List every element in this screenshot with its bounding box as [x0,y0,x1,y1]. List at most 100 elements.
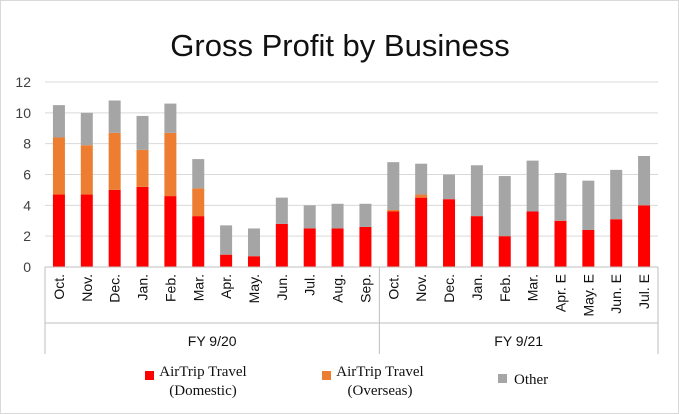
bar-segment-series-0 [164,196,177,267]
chart-title: Gross Profit by Business [170,28,509,63]
legend-swatch [145,371,154,380]
bar-segment-series-0 [387,211,400,267]
legend-label: (Overseas) [348,383,413,399]
y-tick-label: 6 [23,167,31,183]
x-category-label: Jul. E [636,274,652,309]
bar-segment-series-0 [52,194,65,267]
x-category-label: Oct. [385,274,401,300]
x-category-label: Jul. [302,274,318,296]
bar-segment-series-2 [220,225,233,255]
y-tick-label: 12 [15,74,31,90]
bar-segment-series-2 [498,176,511,237]
bar-segment-series-0 [638,205,651,267]
bar-segment-series-2 [275,197,288,224]
x-axis [44,266,659,354]
bar-segment-series-2 [443,174,456,200]
bar-segment-series-1 [80,145,93,195]
bar-segment-series-2 [387,162,400,210]
bar-segment-series-0 [80,194,93,267]
x-category-label: Jun. E [608,274,624,314]
bar-segment-series-0 [192,216,205,267]
bar-segment-series-1 [136,149,149,187]
bar-segment-series-0 [526,211,539,267]
bar-segment-series-0 [303,228,316,267]
bar-segment-series-2 [192,159,205,189]
x-category-label: Sep. [357,274,373,303]
group-label: FY 9/20 [188,333,237,349]
bar-segment-series-0 [247,256,260,267]
bar-segment-series-0 [610,219,623,267]
bar-segment-series-0 [443,199,456,267]
bar-segment-series-2 [470,165,483,217]
y-tick-label: 8 [23,136,31,152]
x-category-label: Jun. [274,274,290,300]
group-label: FY 9/21 [494,333,543,349]
bar-segment-series-2 [331,203,344,229]
category-labels: Oct. Nov. Dec. Jan. Feb. Mar. Apr. May. Jun. Jul.… [51,274,652,317]
y-axis-ticks: 0 2 4 6 8 10 12 [15,74,31,275]
x-category-label: Jan. [469,274,485,300]
bar-segment-series-1 [164,132,177,197]
bar-segment-series-0 [582,230,595,267]
bar-segment-series-2 [610,169,623,220]
bar-segment-series-0 [470,216,483,267]
bar-segment-series-2 [359,203,372,227]
bar-segment-series-0 [359,226,372,267]
bar-segment-series-0 [498,236,511,267]
y-tick-label: 4 [23,197,31,213]
bar-segment-series-2 [638,156,651,206]
bar-segment-series-1 [108,132,121,190]
x-category-label: Mar. [525,274,541,301]
bar-segment-series-2 [415,163,428,195]
group-labels: FY 9/20 FY 9/21 [188,333,543,349]
y-tick-label: 2 [23,228,31,244]
legend-label: AirTrip Travel [336,364,423,380]
bar-segment-series-1 [415,194,428,198]
bar-segment-series-0 [108,189,121,267]
legend-swatch [322,371,331,380]
bar-segment-series-2 [303,205,316,229]
x-category-label: Dec. [441,274,457,303]
x-category-label: Oct. [51,274,67,300]
bar-segment-series-2 [108,100,121,133]
bar-segment-series-0 [554,220,567,267]
bar-segment-series-2 [52,105,65,138]
bar-segment-series-0 [331,228,344,267]
x-category-label: May. [246,274,262,303]
bar-segment-series-2 [526,160,539,212]
x-category-label: Feb. [162,274,178,302]
bar-segment-series-2 [164,103,177,133]
x-category-label: Feb. [497,274,513,302]
x-category-label: Nov. [79,274,95,302]
legend-label: (Domestic) [169,383,236,399]
bar-segment-series-2 [554,172,567,221]
bar-segment-series-1 [52,137,65,195]
y-tick-label: 0 [23,259,31,275]
bar-segment-series-0 [220,254,233,267]
x-category-label: Nov. [413,274,429,302]
x-category-label: May. E [580,274,596,317]
legend-label: Other [514,372,548,388]
bar-segment-series-0 [275,223,288,267]
x-category-label: Apr. [218,274,234,299]
legend-swatch [498,374,507,383]
bar-segment-series-0 [136,186,149,267]
bar-segment-series-2 [136,115,149,150]
bar-segment-series-1 [192,188,205,217]
y-tick-label: 10 [15,105,31,121]
legend: AirTrip Travel (Domestic) AirTrip Travel (O… [145,364,548,399]
bar-segment-series-2 [247,228,260,257]
bar-segment-series-2 [80,112,93,146]
x-category-label: Aug. [330,274,346,303]
bars [52,100,651,267]
legend-label: AirTrip Travel [159,364,246,380]
bar-segment-series-2 [582,180,595,230]
bar-segment-series-0 [415,197,428,267]
x-category-label: Jan. [135,274,151,300]
x-category-label: Dec. [107,274,123,303]
x-category-label: Apr. E [552,274,568,312]
x-category-label: Mar. [190,274,206,301]
bar-segment-series-1 [387,209,400,212]
